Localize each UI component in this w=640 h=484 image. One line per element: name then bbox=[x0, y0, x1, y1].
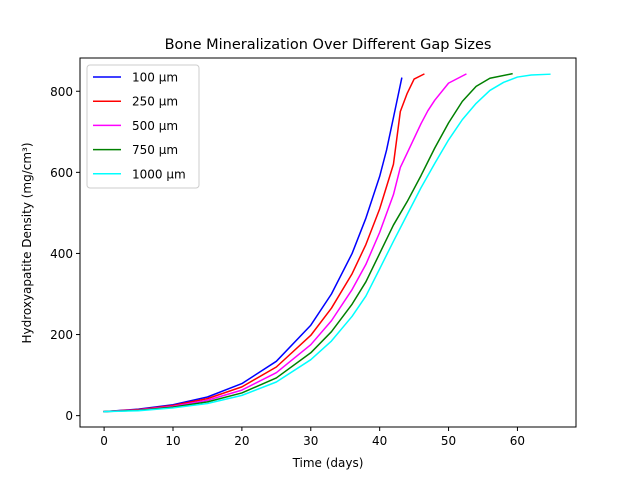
x-tick-label: 30 bbox=[303, 434, 318, 448]
legend-label-2: 250 μm bbox=[132, 95, 178, 109]
y-tick-label: 200 bbox=[50, 328, 73, 342]
x-tick-label: 40 bbox=[372, 434, 387, 448]
legend-box bbox=[86, 64, 200, 189]
y-axis: 0 200 400 600 800 bbox=[50, 85, 80, 423]
legend-label-4: 750 μm bbox=[132, 143, 178, 157]
y-tick-label: 0 bbox=[65, 409, 73, 423]
series-line-4 bbox=[103, 72, 513, 413]
x-axis: 0 10 20 30 40 50 60 bbox=[100, 427, 525, 448]
y-axis-label: Hydroxyapatite Density (mg/cm³) bbox=[20, 142, 34, 343]
y-tick-label: 800 bbox=[50, 85, 73, 99]
y-tick-label: 600 bbox=[50, 166, 73, 180]
x-axis-label: Time (days) bbox=[292, 456, 364, 470]
chart-title: Bone Mineralization Over Different Gap S… bbox=[165, 37, 492, 53]
legend-label-3: 500 μm bbox=[132, 119, 178, 133]
plot-frame bbox=[79, 57, 577, 428]
legend-label-5: 1000 μm bbox=[132, 167, 186, 181]
legend-label-1: 100 μm bbox=[132, 71, 178, 85]
series-line-3 bbox=[103, 73, 467, 413]
y-tick-label: 400 bbox=[50, 247, 73, 261]
x-tick-label: 0 bbox=[100, 434, 108, 448]
series-line-2 bbox=[103, 73, 425, 413]
series-line-1 bbox=[103, 77, 403, 413]
legend: 100 μm 250 μm 500 μm 750 μm 1000 μm bbox=[86, 64, 200, 189]
x-tick-label: 60 bbox=[510, 434, 525, 448]
x-tick-label: 50 bbox=[441, 434, 456, 448]
x-tick-label: 20 bbox=[234, 434, 249, 448]
x-tick-label: 10 bbox=[165, 434, 180, 448]
plot-lines bbox=[103, 72, 551, 413]
series-line-5 bbox=[103, 73, 551, 413]
